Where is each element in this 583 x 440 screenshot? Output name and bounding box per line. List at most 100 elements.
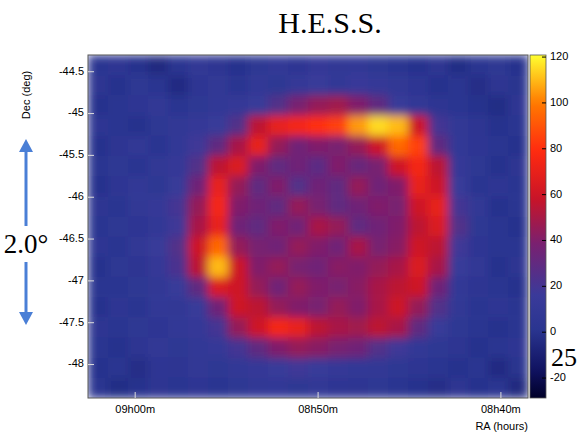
heat-cell — [188, 136, 209, 157]
heat-cell — [368, 358, 389, 379]
heat-cell — [348, 75, 369, 96]
heat-cell — [228, 176, 249, 197]
heat-cell — [288, 358, 309, 379]
heat-cell — [328, 237, 349, 258]
heat-cell — [328, 297, 349, 318]
heat-cell — [208, 277, 229, 298]
heat-cell — [508, 378, 528, 398]
heat-cell — [468, 156, 489, 177]
heat-cell — [328, 176, 349, 197]
heat-cell — [88, 156, 109, 177]
heat-cell — [148, 378, 169, 398]
heat-cell — [248, 75, 269, 96]
heat-cell — [428, 317, 449, 338]
heat-cell — [108, 176, 129, 197]
heat-cell — [448, 277, 469, 298]
heat-cell — [268, 317, 289, 338]
y-tick — [88, 280, 94, 281]
heat-cell — [408, 358, 429, 379]
heat-cell — [388, 216, 409, 237]
heat-cell — [468, 358, 489, 379]
heat-cell — [348, 337, 369, 358]
heat-cell — [468, 237, 489, 258]
heat-cell — [108, 136, 129, 157]
heat-cell — [308, 95, 329, 116]
heat-cell — [188, 196, 209, 217]
colorbar — [530, 55, 546, 398]
heat-cell — [508, 176, 528, 197]
heat-cell — [488, 156, 509, 177]
heat-cell — [188, 317, 209, 338]
heat-cell — [468, 378, 489, 398]
heat-cell — [168, 116, 189, 137]
heat-cell — [468, 216, 489, 237]
heat-cell — [448, 337, 469, 358]
heat-cell — [328, 216, 349, 237]
heat-cell — [288, 216, 309, 237]
heat-cell — [408, 237, 429, 258]
heat-cell — [288, 196, 309, 217]
heat-cell — [168, 297, 189, 318]
plot-frame — [88, 55, 528, 398]
heat-cell — [468, 95, 489, 116]
heat-cell — [88, 378, 109, 398]
heat-cell — [88, 176, 109, 197]
heat-cell — [508, 317, 528, 338]
heat-cell — [348, 196, 369, 217]
heat-cell — [108, 378, 129, 398]
heat-cell — [248, 95, 269, 116]
heat-cell — [488, 378, 509, 398]
heat-cell — [448, 237, 469, 258]
heat-cell — [308, 196, 329, 217]
heat-cell — [368, 337, 389, 358]
heat-cell — [508, 216, 528, 237]
heat-cell — [148, 216, 169, 237]
heat-cell — [128, 55, 149, 76]
heat-cell — [248, 378, 269, 398]
heat-cell — [388, 136, 409, 157]
heat-cell — [288, 75, 309, 96]
heat-cell — [328, 196, 349, 217]
heat-cell — [388, 297, 409, 318]
heat-cell — [228, 358, 249, 379]
heat-cell — [168, 176, 189, 197]
heat-cell — [248, 216, 269, 237]
heat-cell — [148, 237, 169, 258]
heat-cell — [188, 277, 209, 298]
heat-cell — [448, 196, 469, 217]
heat-cell — [88, 75, 109, 96]
y-axis-title: Dec (deg) — [20, 71, 32, 119]
heat-cell — [428, 277, 449, 298]
heat-cell — [508, 75, 528, 96]
heat-cell — [448, 176, 469, 197]
heat-cell — [468, 176, 489, 197]
x-tick — [318, 392, 319, 398]
heat-cell — [248, 196, 269, 217]
heat-cell — [228, 116, 249, 137]
heat-cell — [368, 75, 389, 96]
heat-cell — [348, 95, 369, 116]
heat-cell — [488, 176, 509, 197]
heat-cell — [508, 136, 528, 157]
heat-cell — [348, 55, 369, 76]
y-tick — [88, 322, 94, 323]
heat-cell — [448, 378, 469, 398]
heat-cell — [428, 237, 449, 258]
heat-cell — [288, 95, 309, 116]
heat-cell — [128, 297, 149, 318]
heat-cell — [388, 55, 409, 76]
heat-cell — [108, 337, 129, 358]
heat-cell — [108, 317, 129, 338]
heat-cell — [268, 95, 289, 116]
colorbar-tick-label: 0 — [550, 325, 556, 337]
heat-cell — [488, 237, 509, 258]
heat-cell — [408, 156, 429, 177]
heat-cell — [228, 136, 249, 157]
heat-cell — [148, 277, 169, 298]
heat-cell — [508, 257, 528, 278]
heat-cell — [488, 337, 509, 358]
heat-cell — [128, 75, 149, 96]
colorbar-tick — [542, 286, 546, 287]
heat-cell — [308, 337, 329, 358]
heat-cell — [428, 156, 449, 177]
